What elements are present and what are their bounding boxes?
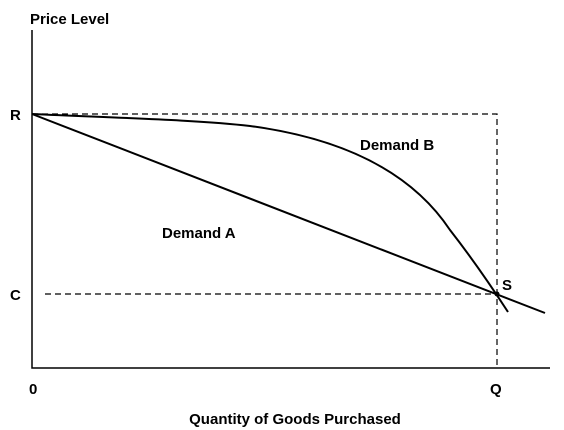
x-axis-label: Quantity of Goods Purchased <box>189 411 401 428</box>
dashed-r-q <box>32 113 498 368</box>
y-axis-label: Price Level <box>30 11 109 28</box>
demand-a-line <box>31 113 546 314</box>
demand-b-label: Demand B <box>360 137 434 154</box>
axes <box>31 30 550 369</box>
price-label-c: C <box>10 287 21 304</box>
demand-a-label: Demand A <box>162 225 236 242</box>
price-label-r: R <box>10 107 21 124</box>
quantity-label: Q <box>490 381 502 398</box>
demand-b-curve <box>31 113 509 313</box>
point-s <box>494 291 500 297</box>
origin-label: 0 <box>29 381 37 398</box>
point-label: S <box>502 277 512 294</box>
